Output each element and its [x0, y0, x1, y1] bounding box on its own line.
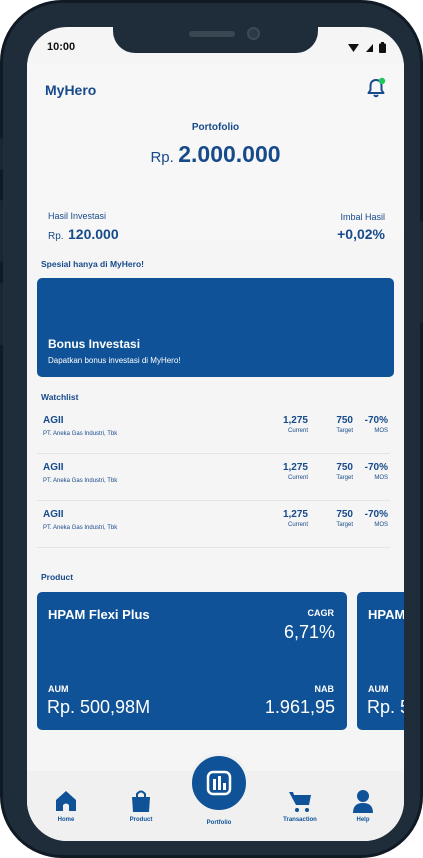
nab-label: NAB: [314, 684, 335, 694]
chart-icon: [206, 770, 232, 796]
notch: [113, 27, 318, 53]
aum-label: AUM: [48, 684, 69, 694]
nab-value: 1.961,95: [264, 697, 335, 717]
product-card[interactable]: HPAM AUM Rp. 5: [357, 592, 404, 730]
watchlist[interactable]: AGII PT. Aneka Gas Industri, Tbk 1,275 Cu…: [37, 407, 390, 556]
volume-up-button: [0, 200, 3, 262]
aum-value: Rp. 5: [367, 697, 404, 717]
watchlist-row[interactable]: AGII PT. Aneka Gas Industri, Tbk 1,275Cu…: [37, 548, 390, 556]
speaker: [189, 31, 235, 37]
stock-name: PT. Aneka Gas Industri, Tbk: [43, 431, 118, 437]
bonus-investasi-card[interactable]: Bonus Investasi Dapatkan bonus investasi…: [37, 278, 394, 377]
current-price: 1,275 Current: [282, 462, 308, 481]
side-button: [0, 138, 3, 170]
volume-down-button: [0, 283, 3, 345]
portfolio-currency: Rp.: [150, 149, 174, 166]
portfolio-value: Rp. 2.000.000: [27, 141, 404, 168]
nav-product[interactable]: Product: [111, 789, 171, 823]
target-price: 750 Target: [336, 462, 353, 481]
nav-home-label: Home: [57, 817, 75, 823]
nav-help-label: Help: [356, 817, 370, 823]
wifi-icon: [366, 43, 373, 52]
notification-dot: [378, 77, 386, 85]
nav-product-label: Product: [129, 817, 153, 823]
front-camera: [247, 27, 260, 40]
notification-button[interactable]: [366, 77, 386, 99]
product-name: HPAM: [368, 607, 404, 622]
product-name: HPAM Flexi Plus: [48, 607, 150, 622]
stock-name: PT. Aneka Gas Industri, Tbk: [43, 478, 118, 484]
app-brand: MyHero: [45, 82, 97, 98]
product-section-label: Product: [41, 572, 74, 582]
portfolio-amount: 2.000.000: [178, 141, 281, 167]
watchlist-section-label: Watchlist: [41, 392, 79, 402]
aum-label: AUM: [368, 684, 389, 694]
signal-icon: [348, 43, 359, 52]
screen: 10:00 MyHero Portofolio Rp. 2.000.000: [27, 27, 404, 841]
current-price: 1,275 Current: [282, 415, 308, 434]
hasil-investasi-label: Hasil Investasi: [48, 211, 107, 221]
bell-icon: [367, 77, 386, 98]
nav-portfolio-label: Portfolio: [206, 820, 232, 826]
hasil-investasi-value: Rp. 120.000: [48, 226, 119, 244]
portfolio-label: Portofolio: [191, 122, 240, 133]
stock-code: AGII: [43, 462, 64, 473]
nav-help[interactable]: Help: [333, 789, 393, 823]
target-price: 750 Target: [336, 509, 353, 528]
cagr-value: 6,71%: [283, 622, 335, 642]
hasil-amount: 120.000: [68, 226, 119, 242]
stock-code: AGII: [43, 415, 64, 426]
shopping-bag-icon: [132, 790, 150, 812]
power-button: [420, 221, 423, 323]
hasil-currency: Rp.: [48, 231, 64, 242]
current-price: 1,275 Current: [282, 509, 308, 528]
user-icon: [353, 790, 373, 813]
imbal-hasil-label: Imbal Hasil: [340, 212, 385, 222]
stock-code: AGII: [43, 509, 64, 520]
margin-of-safety: -70% MOS: [364, 462, 388, 481]
product-card[interactable]: HPAM Flexi Plus CAGR 6,71% AUM Rp. 500,9…: [37, 592, 347, 730]
status-bar: 10:00: [47, 41, 386, 55]
status-icons: [347, 42, 386, 53]
nav-transaction-label: Transaction: [283, 817, 317, 823]
portfolio-fab-button[interactable]: [189, 753, 249, 813]
margin-of-safety: -70% MOS: [364, 415, 388, 434]
bonus-card-subtitle: Dapatkan bonus investasi di MyHero!: [48, 356, 181, 365]
nav-home[interactable]: Home: [36, 789, 96, 823]
cart-icon: [289, 792, 311, 812]
margin-of-safety: -70% MOS: [364, 509, 388, 528]
nav-transaction[interactable]: Transaction: [270, 789, 330, 823]
special-section-label: Spesial hanya di MyHero!: [41, 259, 144, 269]
home-icon: [56, 791, 76, 811]
aum-value: Rp. 500,98M: [47, 697, 151, 717]
cagr-label: CAGR: [307, 608, 335, 618]
bonus-card-title: Bonus Investasi: [48, 337, 141, 351]
battery-icon: [379, 42, 386, 53]
portfolio-header: MyHero Portofolio Rp. 2.000.000 Hasil In…: [27, 63, 404, 242]
status-time: 10:00: [47, 41, 76, 53]
imbal-hasil-value: +0,02%: [337, 226, 385, 242]
stock-name: PT. Aneka Gas Industri, Tbk: [43, 525, 118, 531]
target-price: 750 Target: [336, 415, 353, 434]
